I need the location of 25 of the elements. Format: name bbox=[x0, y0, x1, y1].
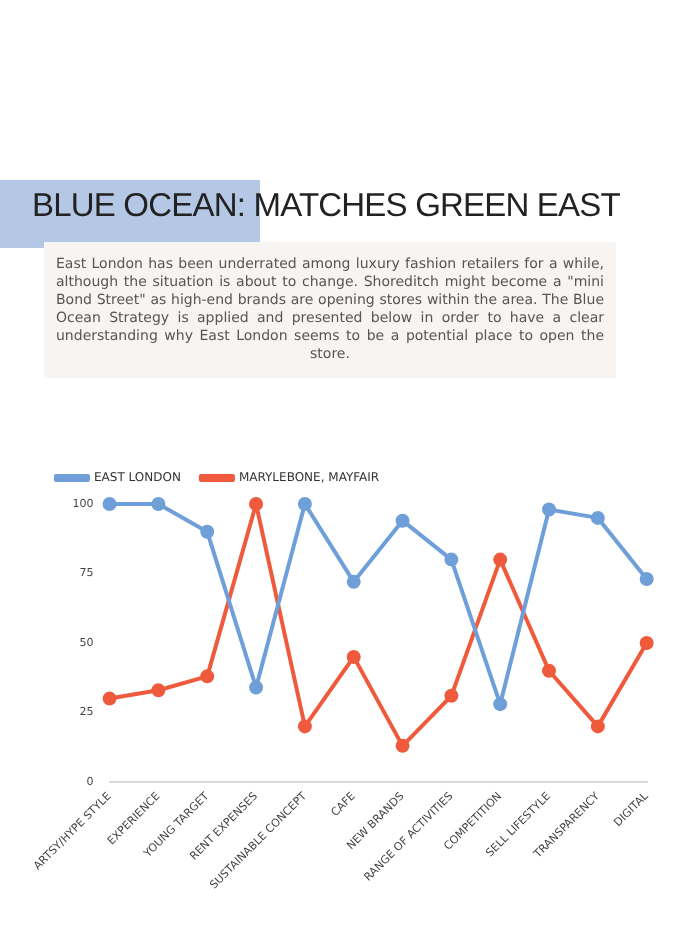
point bbox=[151, 497, 166, 511]
point bbox=[102, 497, 117, 511]
point bbox=[200, 669, 215, 684]
point bbox=[297, 719, 312, 734]
point bbox=[297, 497, 312, 511]
point bbox=[639, 635, 654, 650]
chart-title: BLUE OCEAN: MATCHES GREEN EAST bbox=[32, 188, 620, 226]
point bbox=[395, 738, 410, 753]
point bbox=[444, 688, 459, 703]
point bbox=[542, 663, 557, 678]
point bbox=[200, 524, 215, 539]
point bbox=[590, 510, 605, 525]
point bbox=[493, 697, 508, 712]
point bbox=[493, 552, 508, 567]
point bbox=[346, 574, 361, 589]
point bbox=[395, 513, 410, 528]
point bbox=[102, 691, 117, 706]
point bbox=[151, 683, 166, 698]
point bbox=[249, 680, 264, 695]
point bbox=[639, 572, 654, 587]
point bbox=[249, 497, 264, 511]
point bbox=[542, 502, 557, 517]
point bbox=[444, 552, 459, 567]
point bbox=[346, 649, 361, 664]
point bbox=[590, 719, 605, 734]
